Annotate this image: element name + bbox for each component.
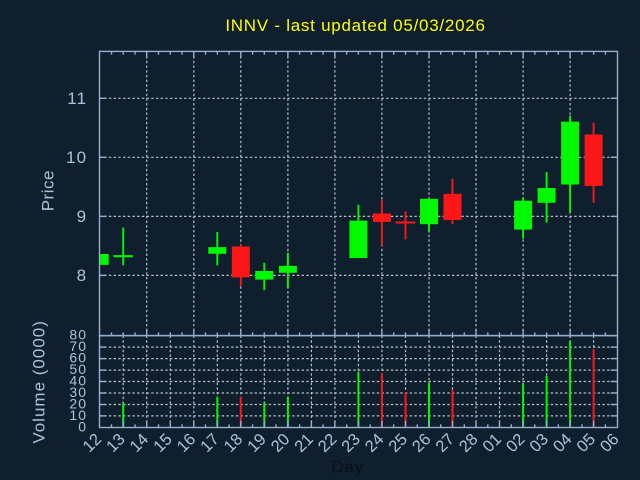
svg-text:80: 80	[69, 327, 87, 343]
svg-text:40: 40	[69, 372, 87, 388]
svg-text:8: 8	[77, 266, 88, 285]
svg-text:Day: Day	[331, 458, 364, 477]
svg-text:60: 60	[69, 350, 87, 366]
svg-text:10: 10	[66, 148, 87, 167]
svg-text:20: 20	[69, 395, 87, 411]
svg-text:INNV - last updated 05/03/2026: INNV - last updated 05/03/2026	[225, 16, 485, 35]
svg-text:9: 9	[77, 207, 88, 226]
svg-text:11: 11	[67, 89, 87, 108]
svg-text:50: 50	[69, 361, 87, 377]
svg-text:70: 70	[69, 338, 87, 354]
svg-text:Price: Price	[38, 170, 57, 211]
svg-text:10: 10	[69, 407, 87, 423]
svg-text:0: 0	[78, 418, 87, 434]
svg-text:30: 30	[69, 384, 87, 400]
svg-text:Volume (0000): Volume (0000)	[30, 320, 49, 444]
